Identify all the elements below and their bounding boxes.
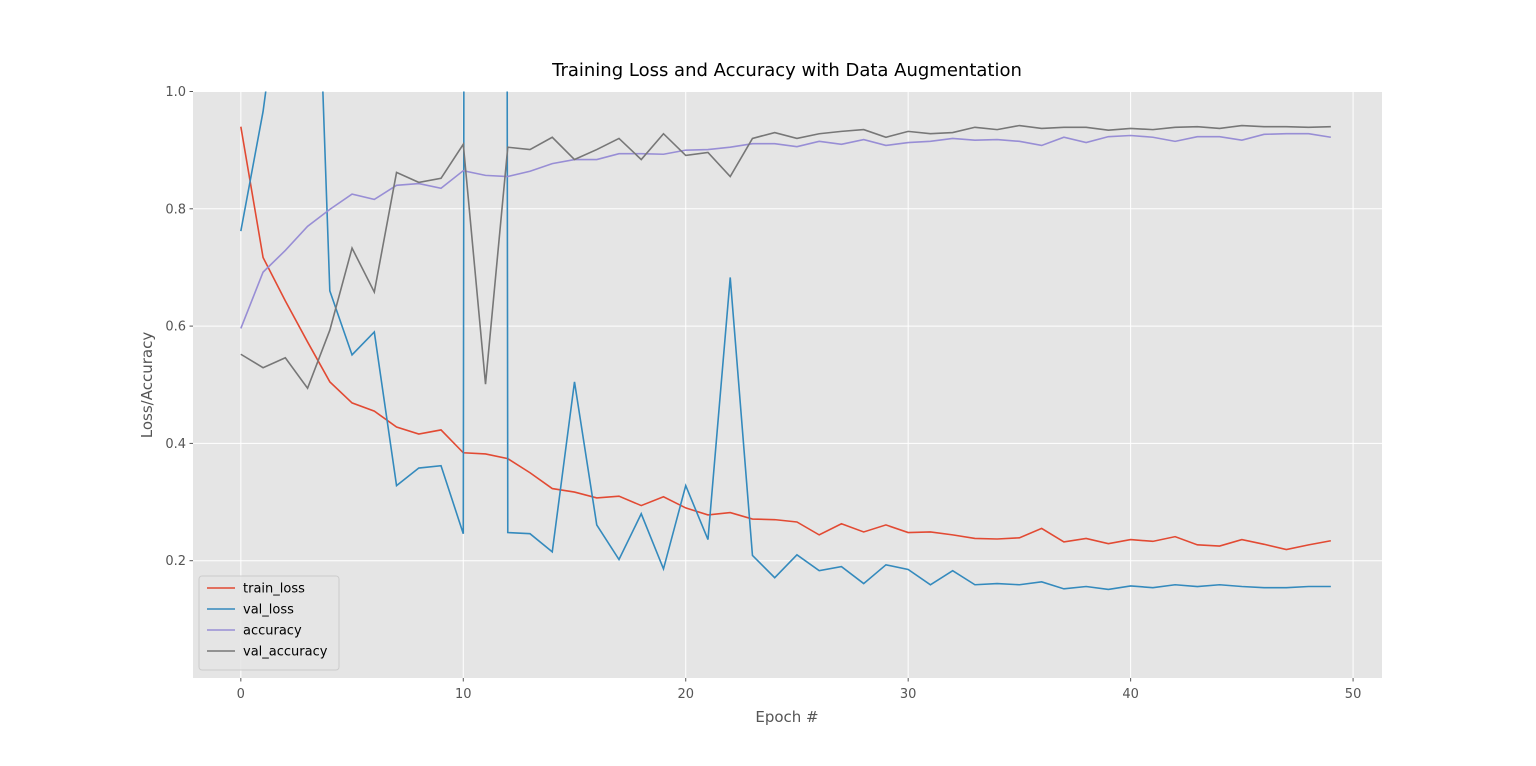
y-tick-label: 1.0 [165,85,186,100]
series-line [240,132,1331,329]
plot-area [193,91,1382,678]
y-tick-label: 0.6 [165,320,186,335]
x-tick-label: 30 [900,687,917,702]
y-tick-label: 0.8 [165,202,186,217]
series-line [240,126,1331,551]
series-line [240,124,1331,390]
x-axis-label: Epoch # [755,708,818,726]
chart-title: Training Loss and Accuracy with Data Aug… [551,60,1022,81]
series-line [240,91,1331,591]
legend-label: accuracy [243,624,302,639]
legend-box [198,575,340,671]
grid: 0.2 0.4 0.6 0.8 1.0 0 10 20 30 40 50 [165,85,1382,702]
legend-label: train_loss [243,582,305,597]
x-tick-label: 20 [677,687,694,702]
legend-label: val_loss [243,603,294,618]
x-tick-label: 40 [1122,687,1139,702]
x-tick-label: 50 [1345,687,1362,702]
legend-label: val_accuracy [243,645,328,660]
x-tick-label: 10 [455,687,472,702]
legend: train_loss val_loss accuracy val_accuracy [198,575,340,671]
lines [240,91,1331,591]
x-tick-label: 0 [237,687,245,702]
y-tick-label: 0.2 [165,554,186,569]
y-axis-label: Loss/Accuracy [138,332,156,439]
y-tick-label: 0.4 [165,437,186,452]
